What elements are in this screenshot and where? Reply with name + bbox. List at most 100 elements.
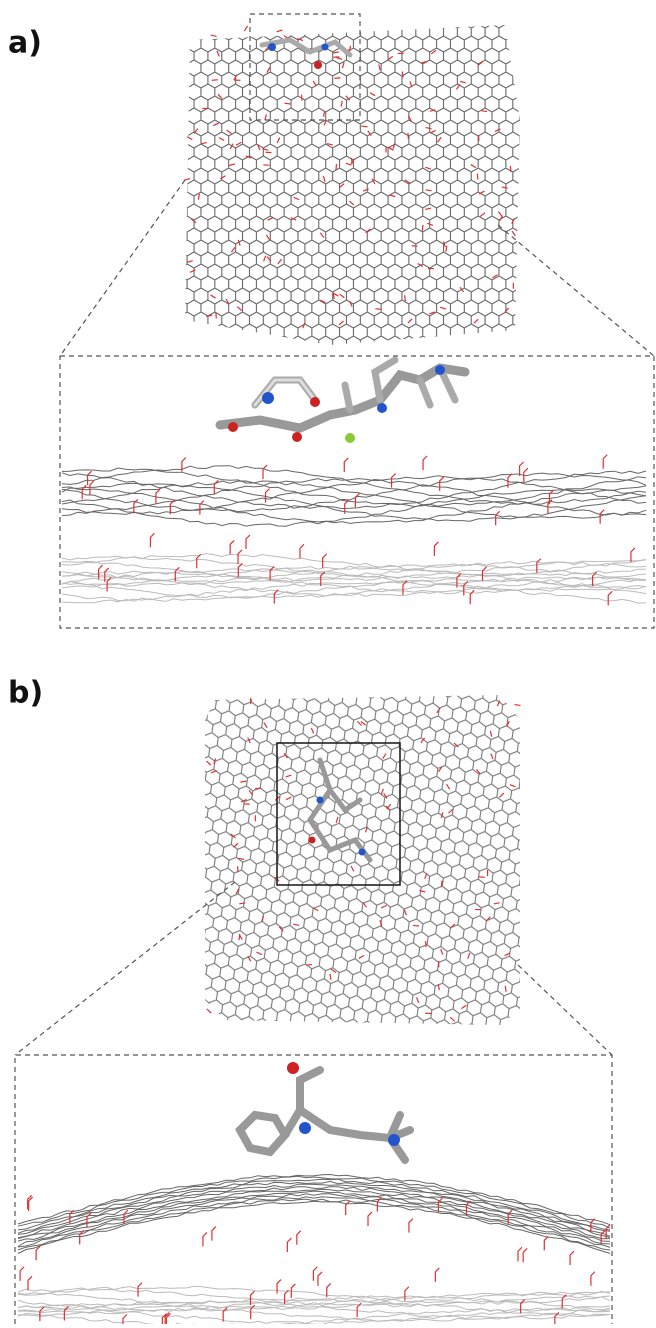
oxygen-stub <box>440 477 444 491</box>
oxygen-stub <box>212 1227 216 1241</box>
oxygen-stub <box>434 542 438 556</box>
oxygen-stub <box>570 1251 574 1265</box>
oxygen-stub <box>182 458 186 472</box>
molecule-bond <box>255 360 455 410</box>
oxygen-stub <box>435 1268 439 1282</box>
zoom-box <box>15 1055 612 1324</box>
nitrogen <box>322 44 329 51</box>
oxygen-stub <box>603 455 607 469</box>
nitrogen <box>377 403 387 413</box>
zoom-connector <box>498 225 654 356</box>
molecule-bond <box>285 1070 410 1160</box>
oxygen-stub <box>470 590 474 604</box>
oxygen-stub <box>313 1267 317 1281</box>
oxygen-stub <box>238 550 242 564</box>
zoom-box <box>60 356 654 628</box>
oxygen-stub <box>518 1247 522 1261</box>
oxygen-stub <box>523 1248 527 1262</box>
oxygen-stub <box>207 1009 211 1013</box>
oxygen-stub <box>521 1300 525 1314</box>
zoom-connector <box>60 180 185 356</box>
oxygen-stub <box>537 559 541 573</box>
oxygen-stub <box>20 1267 24 1281</box>
oxygen-stub <box>505 986 506 992</box>
figure: a) b) <box>0 0 656 1324</box>
oxygen-stub <box>36 1246 40 1260</box>
oxygen-stub <box>80 1230 84 1244</box>
oxygen-stub <box>334 78 340 79</box>
oxygen-stub <box>266 489 270 503</box>
oxygen-stub <box>409 1219 413 1233</box>
oxygen-stub <box>422 225 423 231</box>
graphene-side-view <box>18 1175 610 1325</box>
oxygen-stub <box>601 1230 605 1244</box>
nitrogen <box>262 392 274 404</box>
oxygen-stub <box>238 563 242 577</box>
oxygen-stub <box>156 489 160 503</box>
oxygen-stub <box>274 590 278 604</box>
oxygen-stub <box>375 309 381 310</box>
oxygen-stub <box>510 166 511 172</box>
sheet-edge <box>18 1199 610 1250</box>
oxygen-stub <box>297 1231 301 1245</box>
oxygen-stub <box>211 35 217 36</box>
oxygen-stub <box>277 1280 281 1294</box>
oxygen <box>309 837 316 844</box>
oxygen-stub <box>423 456 427 470</box>
oxygen-stub <box>306 965 312 966</box>
oxygen-stub <box>244 26 247 31</box>
page: a) b) <box>0 0 656 1324</box>
nitrogen <box>268 43 276 51</box>
hex-lattice <box>180 20 525 350</box>
oxygen <box>228 422 238 432</box>
oxygen-stub <box>318 1272 322 1286</box>
oxygen-stub <box>336 164 337 170</box>
oxygen-stub <box>368 1212 372 1226</box>
oxygen-stub <box>197 554 201 568</box>
oxygen-stub <box>544 1236 548 1250</box>
molecule-side <box>240 1062 410 1160</box>
oxygen-stub <box>212 80 218 81</box>
oxygen-stub <box>362 126 368 127</box>
oxygen-stub <box>479 877 485 878</box>
oxygen-stub <box>270 566 274 580</box>
oxygen-stub <box>405 295 406 301</box>
oxygen-stub <box>441 881 442 887</box>
graphene-sheet <box>180 20 525 350</box>
oxygen-stub <box>426 941 427 947</box>
oxygen-stub <box>29 1197 33 1211</box>
oxygen <box>310 397 320 407</box>
oxygen-stub <box>520 462 524 476</box>
graphene-sheet <box>180 670 550 1050</box>
oxygen-stub <box>591 1272 595 1286</box>
fluorine <box>345 433 355 443</box>
oxygen-stub <box>138 1283 142 1297</box>
oxygen-stub <box>412 246 418 247</box>
oxygen-stub <box>323 554 327 568</box>
oxygen <box>314 61 322 69</box>
oxygen <box>287 1062 299 1074</box>
molecule-ring <box>240 1115 285 1152</box>
oxygen-stub <box>277 30 283 32</box>
nitrogen <box>388 1134 400 1146</box>
oxygen-stub <box>263 465 267 479</box>
oxygen-stub <box>413 925 419 926</box>
oxygen-stub <box>300 544 304 558</box>
oxygen-stub <box>515 705 521 706</box>
nitrogen <box>317 797 324 804</box>
hex-lattice <box>180 670 550 1050</box>
oxygen-stub <box>284 103 290 104</box>
oxygen-stub <box>200 501 204 515</box>
oxygen-stub <box>203 1232 207 1246</box>
panel-label: a) <box>8 26 42 61</box>
oxygen-stub <box>477 174 478 180</box>
nitrogen <box>299 1122 311 1134</box>
zoom-connector <box>15 882 235 1055</box>
oxygen-stub <box>28 1276 32 1290</box>
graphene-side-view <box>62 455 646 606</box>
oxygen-stub <box>123 1314 127 1324</box>
oxygen-stub <box>230 540 234 554</box>
panel-label: b) <box>8 676 43 711</box>
oxygen-stub <box>631 548 635 562</box>
oxygen-stub <box>301 95 302 101</box>
